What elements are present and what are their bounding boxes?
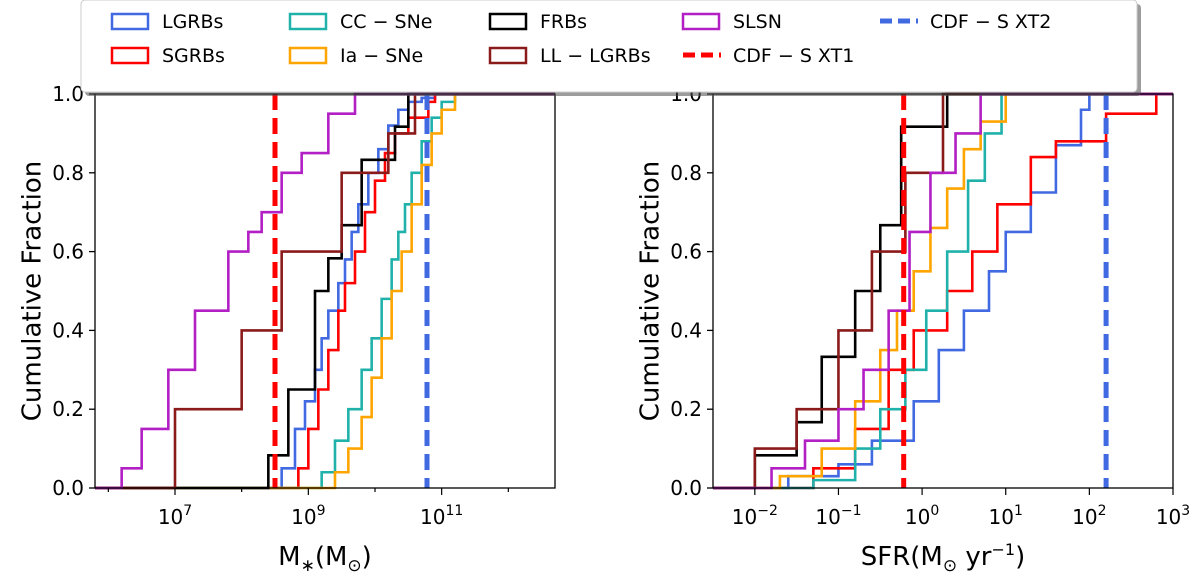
legend-label-slsn: SLSN: [733, 11, 782, 33]
legend-label-cdf-s-xt1: CDF − S XT1: [733, 45, 854, 67]
series-line-slsn: [95, 92, 555, 490]
y-tick-label: 0.6: [670, 240, 702, 264]
x-tick-label: 103: [1156, 503, 1190, 529]
legend-label-lgrbs: LGRBs: [162, 11, 223, 33]
panel-sfr: 0.00.20.40.60.81.010−210−1100101102103Cu…: [635, 82, 1190, 576]
y-tick-label: 0.4: [670, 318, 702, 342]
y-tick-label: 0.0: [670, 476, 702, 500]
legend-swatch-frbs: [488, 12, 528, 31]
legend-swatch-ll-lgrbs: [488, 46, 528, 65]
series-line-frbs: [95, 92, 555, 490]
series-line-ia-sne: [95, 92, 555, 490]
legend-swatch-ia-sne: [288, 46, 328, 65]
legend-label-ll-lgrbs: LL − LGRBs: [540, 45, 651, 67]
legend-label-ia-sne: Ia − SNe: [340, 45, 423, 67]
x-tick-label: 102: [1072, 503, 1106, 529]
x-tick-label: 10−1: [815, 503, 861, 529]
y-tick-label: 0.8: [52, 161, 84, 185]
series-line-ll-lgrbs: [95, 92, 555, 490]
y-tick-label: 0.0: [52, 476, 84, 500]
x-tick-label: 10−2: [732, 503, 778, 529]
legend-label-frbs: FRBs: [540, 11, 587, 33]
series-line-cc-sne: [713, 92, 1173, 490]
series-line-cc-sne: [95, 92, 555, 490]
legend-box: [80, 0, 1138, 93]
x-tick-label: 107: [158, 503, 192, 529]
series-line-lgrbs: [713, 92, 1173, 490]
y-tick-label: 0.8: [670, 161, 702, 185]
series-line-ia-sne: [713, 92, 1173, 490]
x-axis-label: SFR(M⊙ yr−1): [861, 540, 1025, 576]
legend-swatch-sgrbs: [110, 46, 150, 65]
y-tick-label: 0.2: [670, 397, 702, 421]
y-tick-label: 1.0: [52, 82, 84, 106]
x-tick-label: 1011: [420, 503, 463, 529]
y-axis-label: Cumulative Fraction: [17, 161, 47, 421]
legend: LGRBs SGRBs CC − SNe Ia − SNe FRBs LL − LGRBs…: [80, 0, 1141, 96]
legend-label-cdf-s-xt2: CDF − S XT2: [930, 11, 1051, 33]
legend-swatch-cc-sne: [288, 12, 328, 31]
series-line-slsn: [713, 92, 1173, 490]
panel-stellar-mass: 0.0 0.2 0.4 0.6 0.8 1.0 107 109 1011 Cumulative F…: [17, 82, 556, 576]
y-tick-label: 0.6: [52, 240, 84, 264]
y-tick-label: 0.2: [52, 397, 84, 421]
legend-label-cc-sne: CC − SNe: [340, 11, 433, 33]
x-tick-label: 101: [989, 503, 1023, 529]
x-tick-label: 100: [905, 503, 939, 529]
y-axis-label: Cumulative Fraction: [635, 161, 665, 421]
x-tick-label: 109: [291, 503, 325, 529]
y-tick-label: 0.4: [52, 318, 84, 342]
x-axis-label: M∗(M⊙): [278, 542, 372, 576]
legend-label-sgrbs: SGRBs: [162, 45, 225, 67]
legend-swatch-slsn: [681, 12, 721, 31]
legend-swatch-lgrbs: [110, 12, 150, 31]
series-line-sgrbs: [95, 92, 555, 490]
series-line-frbs: [713, 92, 1173, 490]
